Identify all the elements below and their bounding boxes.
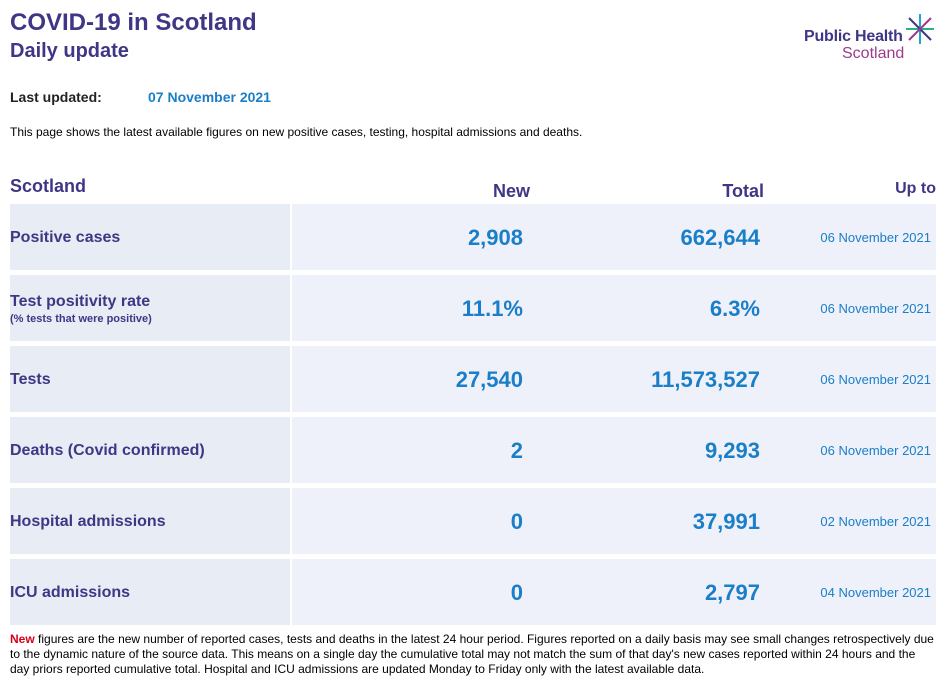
- column-header-new: New: [492, 181, 530, 201]
- row-total-value: 6.3%: [709, 296, 760, 321]
- logo-text-line1: Public Health: [804, 28, 903, 45]
- page-subtitle: Daily update: [10, 40, 129, 62]
- row-label: Deaths (Covid confirmed): [10, 442, 205, 459]
- row-label: Test positivity rate: [10, 293, 151, 310]
- last-updated-label: Last updated:: [10, 89, 102, 105]
- table-row-tests: Tests 27,540 11,573,527 06 November 2021: [10, 346, 936, 412]
- row-label: Positive cases: [10, 229, 121, 246]
- public-health-scotland-logo: Public Health Scotland: [800, 12, 936, 66]
- row-total-value: 9,293: [704, 438, 760, 463]
- column-header-upto: Up to: [895, 180, 936, 197]
- table-row-icu-admissions: ICU admissions 0 2,797 04 November 2021: [10, 559, 936, 625]
- row-upto-date: 06 November 2021: [820, 230, 931, 245]
- row-label: Tests: [10, 371, 51, 388]
- row-label: Hospital admissions: [10, 513, 166, 530]
- table-row-hospital-admissions: Hospital admissions 0 37,991 02 November…: [10, 488, 936, 554]
- table-row-test-positivity: Test positivity rate (% tests that were …: [10, 275, 936, 341]
- row-new-value: 2,908: [467, 225, 523, 250]
- table-row-positive-cases: Positive cases 2,908 662,644 06 November…: [10, 204, 936, 270]
- footnote-highlight: New: [10, 632, 35, 646]
- row-upto-date: 06 November 2021: [820, 443, 931, 458]
- row-sublabel: (% tests that were positive): [10, 313, 152, 325]
- row-total-value: 11,573,527: [651, 367, 760, 392]
- table-row-deaths: Deaths (Covid confirmed) 2 9,293 06 Nove…: [10, 417, 936, 483]
- row-total-value: 2,797: [704, 580, 760, 605]
- row-upto-date: 02 November 2021: [820, 514, 931, 529]
- logo-text-line2: Scotland: [842, 45, 905, 62]
- row-upto-date: 04 November 2021: [820, 585, 931, 600]
- column-header-total: Total: [722, 181, 764, 201]
- row-new-value: 2: [510, 438, 523, 463]
- footnote-text: figures are the new number of reported c…: [10, 632, 934, 676]
- row-new-value: 0: [510, 580, 523, 605]
- row-upto-date: 06 November 2021: [820, 372, 931, 387]
- column-header-area: Scotland: [10, 176, 87, 196]
- footnote: New figures are the new number of report…: [10, 632, 936, 677]
- star-icon: [906, 14, 934, 44]
- last-updated-date: 07 November 2021: [148, 89, 271, 105]
- row-total-value: 37,991: [692, 509, 760, 534]
- row-label: ICU admissions: [10, 584, 131, 601]
- page-title: COVID-19 in Scotland: [10, 9, 257, 36]
- row-upto-date: 06 November 2021: [820, 301, 931, 316]
- row-new-value: 11.1%: [461, 296, 523, 321]
- row-new-value: 27,540: [455, 367, 523, 392]
- intro-text: This page shows the latest available fig…: [10, 125, 583, 139]
- row-total-value: 662,644: [680, 225, 760, 250]
- row-new-value: 0: [510, 509, 523, 534]
